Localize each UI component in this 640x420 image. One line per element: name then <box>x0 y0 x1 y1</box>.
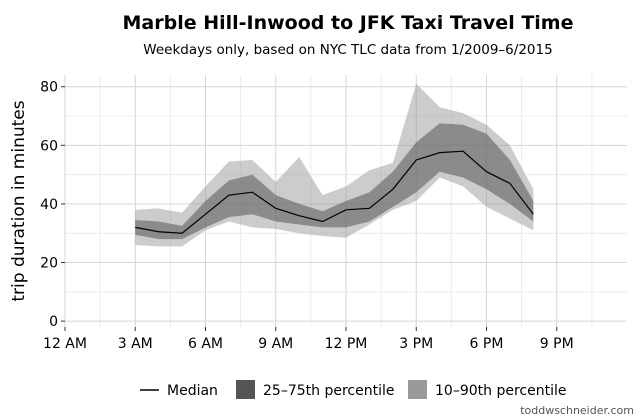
legend-25-75: 25–75th percentile <box>236 380 394 399</box>
legend-label: Median <box>167 383 218 399</box>
chart-title: Marble Hill-Inwood to JFK Taxi Travel Ti… <box>122 12 574 34</box>
y-tick-label: 80 <box>40 80 58 96</box>
bands <box>135 83 534 247</box>
chart-subtitle: Weekdays only, based on NYC TLC data fro… <box>143 42 553 58</box>
y-tick-label: 20 <box>40 256 58 272</box>
median-line-layer <box>135 150 534 234</box>
x-tick-label: 12 AM <box>43 336 87 352</box>
watermark: toddwschneider.com <box>520 404 634 417</box>
legend-swatch <box>408 380 427 399</box>
y-tick-label: 0 <box>49 314 58 330</box>
x-tick-label: 9 PM <box>540 336 574 352</box>
y-tick-label: 60 <box>40 138 58 154</box>
x-tick-label: 9 AM <box>258 336 293 352</box>
y-axis-label: trip duration in minutes <box>9 100 29 301</box>
legend: Median 25–75th percentile 10–90th percenti… <box>140 380 566 399</box>
axes: 0 20 40 60 80 12 AM 3 AM 6 AM 9 AM 12 PM 3 PM 6 PM 9… <box>9 80 574 352</box>
x-tick-label: 3 AM <box>118 336 153 352</box>
x-tick-label: 6 PM <box>470 336 504 352</box>
x-tick-label: 6 AM <box>188 336 223 352</box>
x-tick-label: 3 PM <box>399 336 433 352</box>
x-tick-label: 12 PM <box>325 336 368 352</box>
legend-label: 25–75th percentile <box>263 383 394 399</box>
legend-swatch <box>236 380 255 399</box>
band-25-75 <box>135 123 534 240</box>
legend-label: 10–90th percentile <box>435 383 566 399</box>
median-line <box>135 150 534 234</box>
legend-median: Median <box>140 383 218 399</box>
y-tick-label: 40 <box>40 197 58 213</box>
legend-10-90: 10–90th percentile <box>408 380 566 399</box>
